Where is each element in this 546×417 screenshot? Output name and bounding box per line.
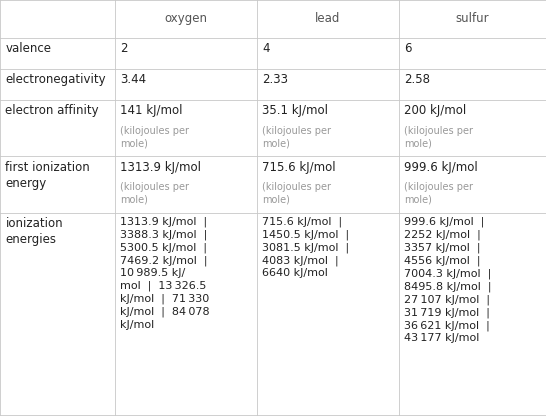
Text: 6: 6 — [404, 42, 412, 55]
Text: electronegativity: electronegativity — [5, 73, 106, 86]
Text: (kilojoules per
mole): (kilojoules per mole) — [120, 182, 189, 205]
Text: 1313.9 kJ/mol  |
3388.3 kJ/mol  |
5300.5 kJ/mol  |
7469.2 kJ/mol  |
10 989.5 kJ/: 1313.9 kJ/mol | 3388.3 kJ/mol | 5300.5 k… — [120, 217, 210, 329]
Text: ionization
energies: ionization energies — [5, 217, 63, 246]
Text: 715.6 kJ/mol: 715.6 kJ/mol — [262, 161, 336, 173]
Text: (kilojoules per
mole): (kilojoules per mole) — [404, 182, 473, 205]
Text: valence: valence — [5, 42, 51, 55]
Text: 35.1 kJ/mol: 35.1 kJ/mol — [262, 104, 328, 117]
Text: first ionization
energy: first ionization energy — [5, 161, 90, 190]
Text: 141 kJ/mol: 141 kJ/mol — [120, 104, 182, 117]
Text: oxygen: oxygen — [164, 12, 207, 25]
Text: 999.6 kJ/mol  |
2252 kJ/mol  |
3357 kJ/mol  |
4556 kJ/mol  |
7004.3 kJ/mol  |
84: 999.6 kJ/mol | 2252 kJ/mol | 3357 kJ/mol… — [404, 217, 491, 343]
Text: 3.44: 3.44 — [120, 73, 146, 86]
Text: electron affinity: electron affinity — [5, 104, 99, 117]
Text: 715.6 kJ/mol  |
1450.5 kJ/mol  |
3081.5 kJ/mol  |
4083 kJ/mol  |
6640 kJ/mol: 715.6 kJ/mol | 1450.5 kJ/mol | 3081.5 kJ… — [262, 217, 349, 279]
Text: 200 kJ/mol: 200 kJ/mol — [404, 104, 466, 117]
Text: (kilojoules per
mole): (kilojoules per mole) — [262, 182, 331, 205]
Text: 2.58: 2.58 — [404, 73, 430, 86]
Text: 4: 4 — [262, 42, 270, 55]
Text: 1313.9 kJ/mol: 1313.9 kJ/mol — [120, 161, 201, 173]
Text: sulfur: sulfur — [455, 12, 489, 25]
Text: lead: lead — [315, 12, 340, 25]
Text: 2.33: 2.33 — [262, 73, 288, 86]
Text: (kilojoules per
mole): (kilojoules per mole) — [120, 126, 189, 148]
Text: (kilojoules per
mole): (kilojoules per mole) — [404, 126, 473, 148]
Text: 2: 2 — [120, 42, 128, 55]
Text: 999.6 kJ/mol: 999.6 kJ/mol — [404, 161, 478, 173]
Text: (kilojoules per
mole): (kilojoules per mole) — [262, 126, 331, 148]
